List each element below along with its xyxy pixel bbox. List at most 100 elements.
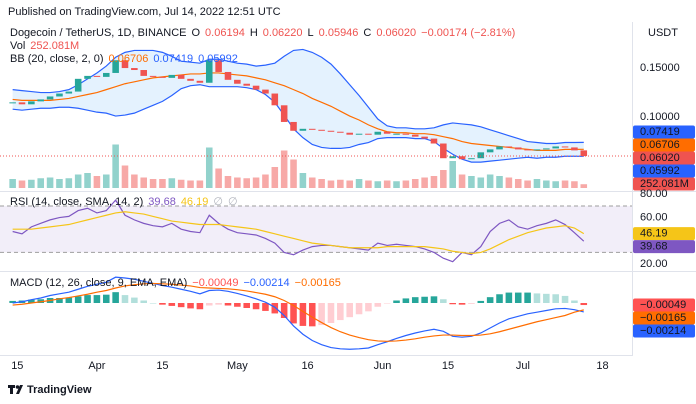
y-tick-label: 80.00 bbox=[640, 188, 668, 200]
candle bbox=[533, 149, 541, 151]
candle bbox=[224, 71, 232, 80]
volume-bar bbox=[543, 180, 550, 188]
macd-histogram-bar bbox=[458, 303, 466, 305]
candle bbox=[168, 74, 176, 78]
x-tick-label: 16 bbox=[301, 360, 313, 372]
candle bbox=[393, 133, 400, 135]
x-tick-label: 18 bbox=[596, 360, 608, 372]
legend-item: 0.06706 bbox=[109, 53, 149, 65]
macd-histogram-bar bbox=[112, 292, 119, 303]
macd-histogram-bar bbox=[262, 303, 269, 311]
legend-item: Dogecoin / TetherUS, 1D, BINANCE bbox=[10, 27, 186, 39]
y-tick-label: 60.00 bbox=[640, 211, 668, 223]
price-badge-label: −0.00214 bbox=[640, 325, 686, 337]
x-tick-label: May bbox=[227, 360, 248, 372]
candle bbox=[74, 78, 82, 92]
price-badge bbox=[633, 138, 695, 152]
candle bbox=[505, 146, 513, 148]
macd-histogram-bar bbox=[37, 299, 45, 303]
macd-histogram-bar bbox=[486, 297, 494, 303]
candle bbox=[243, 83, 250, 86]
candle bbox=[149, 75, 157, 77]
price-badge-label: −0.00049 bbox=[640, 299, 686, 311]
candle bbox=[383, 131, 391, 134]
macd-histogram-bar bbox=[468, 303, 475, 304]
candle bbox=[514, 147, 522, 150]
volume-bar bbox=[449, 161, 456, 188]
macd-histogram-bar bbox=[383, 303, 391, 304]
macd-histogram-bar bbox=[149, 303, 157, 304]
macd-histogram-bar bbox=[327, 303, 335, 323]
macd-histogram-bar bbox=[430, 296, 438, 303]
x-tick-label: Jul bbox=[516, 360, 530, 372]
legend: Vol 252.081M bbox=[10, 40, 79, 52]
price-badge bbox=[633, 125, 695, 139]
macd-histogram-bar bbox=[337, 303, 344, 321]
volume-bar bbox=[56, 179, 63, 188]
volume-bar bbox=[140, 177, 147, 188]
candle bbox=[524, 149, 531, 151]
legend: MACD (12, 26, close, 9, EMA, EMA) −0.0004… bbox=[10, 277, 341, 289]
macd-histogram-bar bbox=[449, 303, 456, 305]
macd-histogram-bar bbox=[299, 303, 307, 326]
legend-item: 0.06020 bbox=[376, 27, 416, 39]
candle bbox=[571, 147, 578, 151]
candle bbox=[131, 68, 138, 71]
macd-histogram-bar bbox=[571, 300, 578, 303]
legend-item: RSI (14, close, SMA, 14, 2) bbox=[10, 196, 143, 208]
macd-histogram-bar bbox=[402, 298, 410, 303]
candle bbox=[9, 102, 16, 104]
macd-histogram-bar bbox=[215, 303, 222, 305]
price-badge bbox=[633, 298, 695, 312]
macd-histogram-bar bbox=[365, 303, 372, 312]
macd-histogram-bar bbox=[187, 303, 194, 309]
macd-histogram-bar bbox=[65, 297, 73, 303]
volume-bar bbox=[28, 179, 35, 188]
legend-item: L bbox=[308, 27, 314, 39]
macd-histogram-bar bbox=[28, 299, 35, 303]
macd-histogram-bar bbox=[224, 303, 232, 306]
candle bbox=[327, 130, 335, 132]
candle bbox=[46, 96, 54, 100]
macd-histogram-bar bbox=[205, 303, 213, 306]
volume-bar bbox=[552, 181, 559, 188]
currency-label: USDT bbox=[648, 27, 678, 39]
macd-histogram-bar bbox=[580, 303, 588, 306]
macd-histogram-bar bbox=[121, 295, 129, 303]
y-tick-label: 0.15000 bbox=[640, 62, 680, 74]
candle bbox=[65, 91, 73, 94]
macd-histogram-bar bbox=[374, 303, 382, 307]
candle bbox=[205, 60, 213, 83]
legend-item: MACD (12, 26, close, 9, EMA, EMA) bbox=[10, 277, 187, 289]
x-tick-label: 15 bbox=[156, 360, 168, 372]
volume-bar bbox=[571, 181, 578, 188]
price-badge-label: 0.06020 bbox=[640, 152, 680, 164]
macd-histogram-bar bbox=[9, 300, 16, 303]
candle bbox=[56, 93, 63, 97]
price-badge bbox=[633, 240, 695, 254]
x-tick-label: Jun bbox=[374, 360, 392, 372]
volume-bar bbox=[177, 179, 185, 188]
bb-upper bbox=[12, 48, 584, 145]
candle bbox=[552, 146, 559, 149]
legend-item: C bbox=[363, 27, 371, 39]
candle bbox=[290, 121, 297, 131]
volume-bar bbox=[308, 177, 316, 188]
macd-histogram-bar bbox=[318, 303, 325, 326]
candle bbox=[93, 75, 101, 77]
legend-item: O bbox=[191, 27, 200, 39]
macd-histogram-bar bbox=[533, 293, 541, 303]
candle bbox=[440, 143, 447, 159]
candle bbox=[374, 131, 382, 135]
candle bbox=[187, 78, 194, 81]
legend-item: 0.07419 bbox=[153, 53, 193, 65]
macd-histogram-bar bbox=[177, 303, 185, 308]
legend-item: 0.06220 bbox=[263, 27, 303, 39]
macd-histogram-bar bbox=[159, 303, 166, 305]
candle bbox=[299, 128, 307, 131]
volume-bar bbox=[262, 174, 269, 188]
candle bbox=[543, 148, 550, 150]
rsi-line bbox=[12, 199, 585, 263]
legend: Dogecoin / TetherUS, 1D, BINANCE O 0.06194… bbox=[10, 27, 515, 39]
volume-bar bbox=[215, 168, 222, 188]
